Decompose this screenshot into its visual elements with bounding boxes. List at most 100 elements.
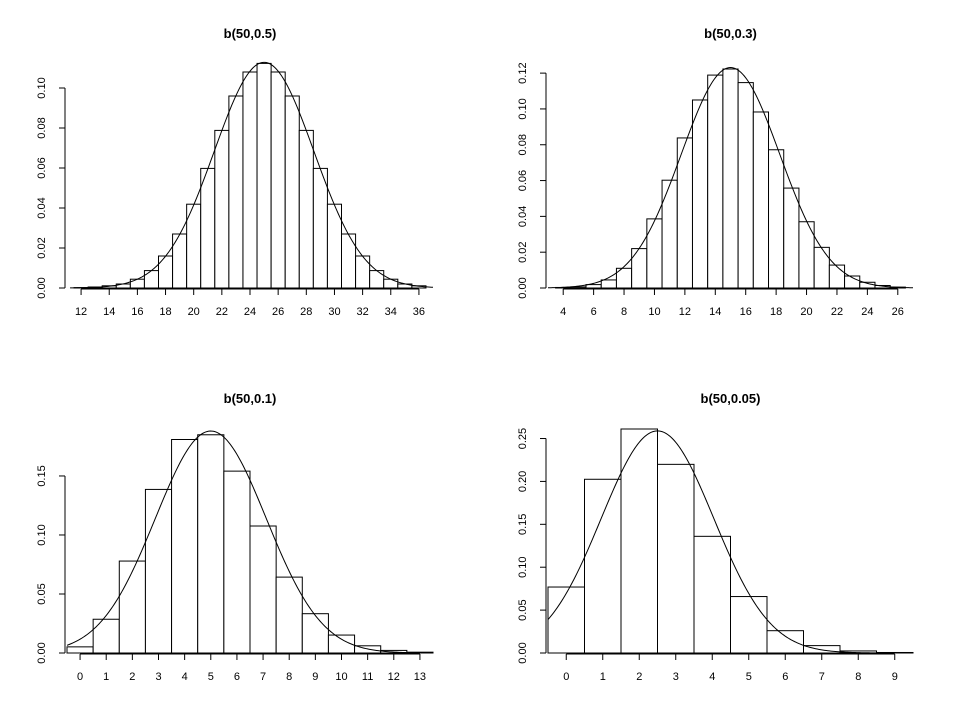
x-tick-label: 34 [385,306,397,318]
histogram-bar [369,270,385,289]
histogram-bar [657,463,695,654]
x-tick-label: 36 [413,306,425,318]
histogram-bar [249,525,277,654]
y-tick-label: 0.04 [517,206,529,227]
y-tick-label: 0.10 [36,524,48,545]
histogram-bar [66,646,94,654]
y-tick-label: 0.04 [36,197,48,218]
histogram-bar [327,634,356,654]
histogram-bar [646,218,663,289]
histogram-bar [813,246,830,289]
histogram-bar [676,137,693,289]
x-tick-label: 11 [362,671,373,683]
x-tick-label: 12 [679,306,691,318]
y-tick-label: 0.08 [517,134,529,155]
histogram-bar [693,535,731,654]
y-tick-label: 0.00 [36,277,48,298]
x-tick-label: 6 [234,671,240,683]
y-tick-label: 0.02 [36,237,48,258]
y-tick-label: 0.15 [517,514,529,535]
normal-density-curve [547,67,914,289]
x-tick-label: 22 [216,306,228,318]
x-tick-label: 13 [414,671,426,683]
histogram-bar [301,613,329,654]
x-tick-label: 4 [182,671,188,683]
x-tick-label: 22 [831,306,843,318]
histogram-bar [722,68,739,289]
histogram-bar [383,278,399,289]
x-tick-label: 3 [673,671,679,683]
histogram-bar [158,255,174,289]
histogram-bar [585,284,602,289]
y-tick-label: 0.10 [36,77,48,98]
x-tick-label: 1 [103,671,109,683]
histogram-bar [803,645,841,654]
x-tick-label: 7 [260,671,266,683]
y-tick-label: 0.20 [517,471,529,492]
y-tick-label: 0.06 [517,170,529,191]
y-tick-label: 0.00 [517,642,529,663]
normal-density-curve [66,430,427,654]
histogram-bar [768,149,785,289]
y-tick-label: 0.15 [36,465,48,486]
histogram-bar [298,129,314,289]
y-tick-label: 0.05 [517,599,529,620]
panel-title: b(50,0.3) [704,26,757,41]
x-tick-label: 6 [782,671,788,683]
x-tick-label: 18 [159,306,171,318]
histogram-bar [118,560,146,654]
histogram-bar [200,167,216,289]
histogram-bar [730,596,768,654]
histogram-bar [129,278,145,289]
histogram-bar [197,434,225,654]
histogram-bar [707,74,724,289]
x-tick-label: 8 [855,671,861,683]
x-tick-label: 18 [770,306,782,318]
y-tick-label: 0.25 [517,428,529,449]
chart-panel-3: b(50,0.1)0 1 2 3 4 5 6 7 8 9 10 11 12 130.000.050.100… [36,391,434,683]
x-tick-label: 2 [636,671,642,683]
histogram-bar [270,71,286,289]
x-tick-label: 24 [244,306,256,318]
histogram-bar [214,129,230,289]
x-tick-label: 4 [560,306,566,318]
histogram-bar [828,264,846,289]
histogram-bar [275,576,303,654]
x-tick-label: 26 [892,306,904,318]
x-tick-label: 24 [861,306,873,318]
x-tick-label: 8 [621,306,627,318]
x-tick-label: 10 [648,306,660,318]
histogram-bar [620,428,658,654]
x-tick-label: 14 [709,306,721,318]
histogram-bar [737,82,754,289]
x-tick-label: 0 [563,671,569,683]
x-tick-label: 28 [300,306,312,318]
histogram-bar [143,270,160,289]
normal-density-curve [70,61,434,289]
x-tick-label: 8 [286,671,292,683]
normal-density-curve [547,430,877,654]
x-tick-label: 1 [600,671,606,683]
x-tick-label: 2 [129,671,135,683]
histogram-bar [691,99,709,289]
x-tick-label: 16 [131,306,143,318]
histogram-bar [783,187,800,289]
x-tick-label: 10 [335,671,347,683]
x-tick-label: 26 [272,306,284,318]
x-tick-label: 20 [188,306,200,318]
y-tick-label: 0.00 [517,277,529,298]
histogram-bar [92,618,120,654]
histogram-bar [284,95,300,289]
histogram-bar [228,95,244,289]
histogram-bar [312,167,328,289]
x-tick-label: 16 [740,306,752,318]
panel-title: b(50,0.05) [701,391,761,406]
histogram-bar [355,255,371,289]
x-tick-label: 32 [356,306,368,318]
x-tick-label: 3 [155,671,161,683]
histogram-bar [584,478,622,654]
histogram-bar [661,179,678,289]
y-tick-label: 0.12 [517,62,529,83]
histogram-bar [547,586,585,654]
